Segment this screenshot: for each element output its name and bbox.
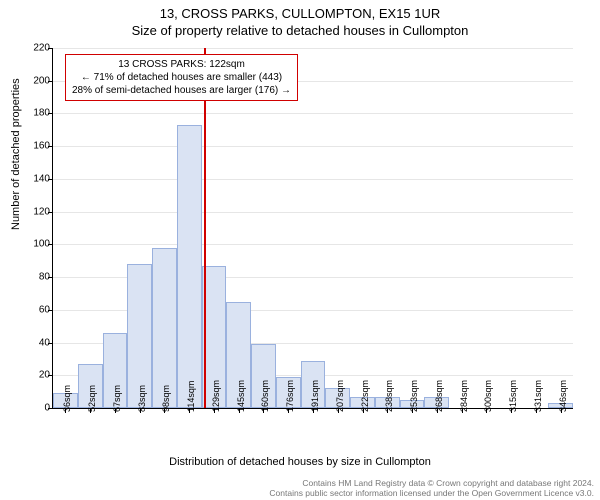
xtick-label: 145sqm <box>236 380 246 412</box>
xtick-label: 300sqm <box>483 380 493 412</box>
xtick-label: 268sqm <box>434 380 444 412</box>
xtick-label: 191sqm <box>310 380 320 412</box>
annotation-line1: 13 CROSS PARKS: 122sqm <box>72 58 291 71</box>
ytick-label: 0 <box>44 403 50 414</box>
xtick-label: 67sqm <box>112 385 122 412</box>
gridline <box>53 244 573 245</box>
gridline <box>53 113 573 114</box>
xtick-label: 346sqm <box>558 380 568 412</box>
xtick-label: 284sqm <box>459 380 469 412</box>
footer-attribution: Contains HM Land Registry data © Crown c… <box>269 478 594 498</box>
xtick-label: 207sqm <box>335 380 345 412</box>
chart-plot-area: 02040608010012014016018020022036sqm52sqm… <box>52 48 573 409</box>
annotation-box: 13 CROSS PARKS: 122sqm ← 71% of detached… <box>65 54 298 101</box>
ytick-label: 140 <box>33 173 50 184</box>
ytick-label: 120 <box>33 206 50 217</box>
xtick-label: 253sqm <box>409 380 419 412</box>
xtick-label: 238sqm <box>384 380 394 412</box>
ytick-label: 20 <box>39 370 50 381</box>
gridline <box>53 212 573 213</box>
annotation-line2: ← 71% of detached houses are smaller (44… <box>72 71 291 84</box>
ytick-label: 160 <box>33 141 50 152</box>
title-address: 13, CROSS PARKS, CULLOMPTON, EX15 1UR <box>0 6 600 21</box>
xtick-label: 114sqm <box>186 381 196 412</box>
gridline <box>53 146 573 147</box>
ytick-label: 200 <box>33 75 50 86</box>
annotation-line3: 28% of semi-detached houses are larger (… <box>72 84 291 97</box>
reference-line <box>204 48 206 408</box>
xtick-label: 98sqm <box>161 385 171 412</box>
gridline <box>53 48 573 49</box>
ytick-label: 180 <box>33 108 50 119</box>
ytick-label: 100 <box>33 239 50 250</box>
ytick-label: 40 <box>39 337 50 348</box>
gridline <box>53 179 573 180</box>
xtick-label: 222sqm <box>360 380 370 412</box>
chart-title-block: 13, CROSS PARKS, CULLOMPTON, EX15 1UR Si… <box>0 0 600 38</box>
xtick-label: 331sqm <box>533 380 543 412</box>
xtick-label: 160sqm <box>260 380 270 412</box>
histogram-bar <box>152 248 177 408</box>
footer-line2: Contains public sector information licen… <box>269 488 594 498</box>
title-subtitle: Size of property relative to detached ho… <box>0 23 600 38</box>
xtick-label: 315sqm <box>508 380 518 412</box>
xtick-label: 83sqm <box>137 385 147 412</box>
ytick-label: 220 <box>33 43 50 54</box>
xtick-label: 52sqm <box>87 385 97 412</box>
xtick-label: 129sqm <box>211 380 221 412</box>
x-axis-label: Distribution of detached houses by size … <box>0 456 600 468</box>
ytick-label: 80 <box>39 272 50 283</box>
y-axis-label: Number of detached properties <box>10 78 22 230</box>
xtick-label: 36sqm <box>62 385 72 412</box>
histogram-bar <box>177 125 202 408</box>
xtick-label: 176sqm <box>285 380 295 412</box>
footer-line1: Contains HM Land Registry data © Crown c… <box>269 478 594 488</box>
ytick-label: 60 <box>39 304 50 315</box>
